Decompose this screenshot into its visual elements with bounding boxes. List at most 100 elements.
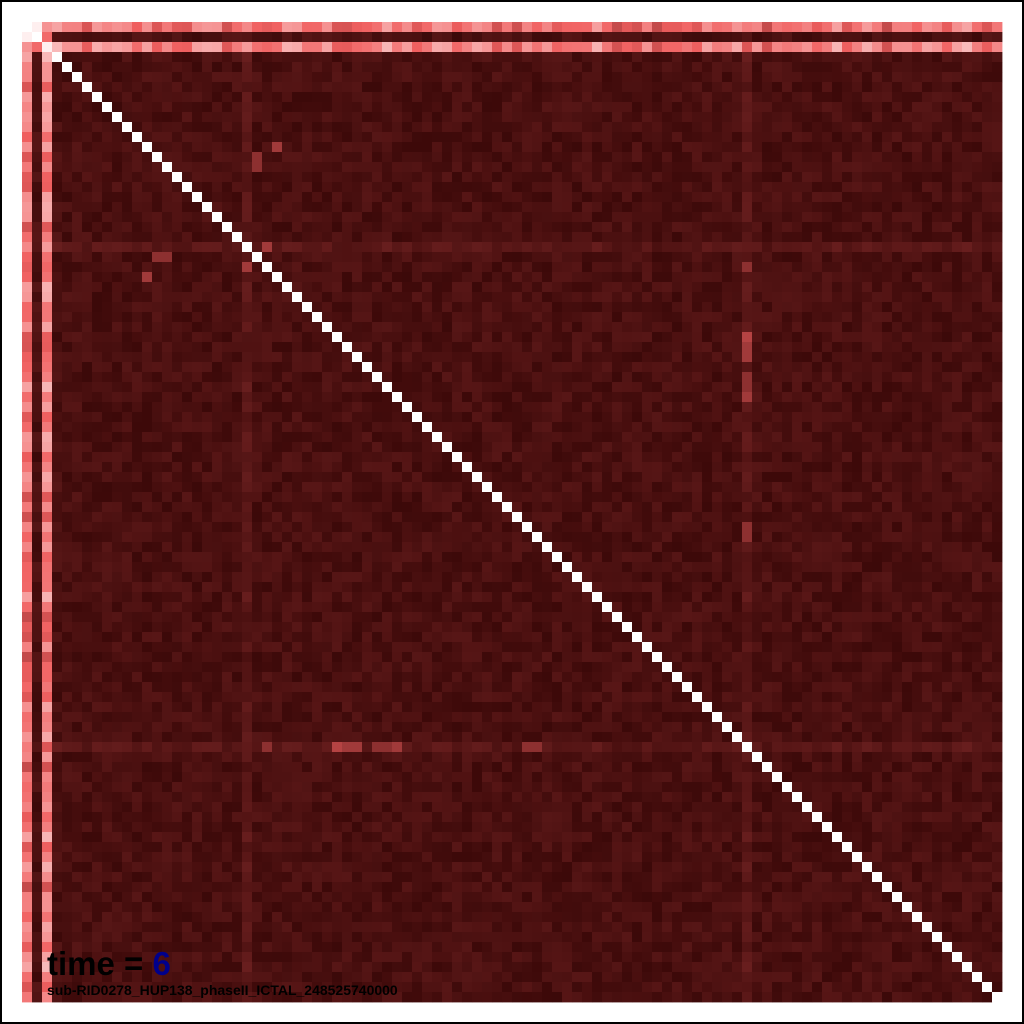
heatmap-cell <box>182 302 193 313</box>
heatmap-cell <box>92 132 103 143</box>
heatmap-cell <box>22 212 33 223</box>
heatmap-cell <box>252 42 263 53</box>
heatmap-cell <box>362 142 373 153</box>
heatmap-cell <box>752 522 763 533</box>
heatmap-cell <box>792 472 803 483</box>
heatmap-cell <box>942 162 953 173</box>
heatmap-cell <box>912 42 923 53</box>
heatmap-cell <box>642 392 653 403</box>
heatmap-cell <box>972 342 983 353</box>
heatmap-cell <box>882 512 893 523</box>
heatmap-cell <box>322 362 333 373</box>
heatmap-cell <box>382 142 393 153</box>
heatmap-cell <box>132 42 143 53</box>
heatmap-cell <box>592 252 603 263</box>
heatmap-cell <box>352 232 363 243</box>
heatmap-cell <box>42 312 53 323</box>
heatmap-cell <box>442 112 453 123</box>
heatmap-cell <box>602 462 613 473</box>
heatmap-cell <box>902 142 913 153</box>
heatmap-cell <box>892 32 903 43</box>
heatmap-cell <box>812 412 823 423</box>
heatmap-cell <box>52 362 63 373</box>
heatmap-cell <box>872 162 883 173</box>
heatmap-cell <box>582 42 593 53</box>
heatmap-cell <box>842 142 853 153</box>
heatmap-cell <box>112 412 123 423</box>
heatmap-cell <box>432 132 443 143</box>
heatmap-cell <box>912 322 923 333</box>
heatmap-cell <box>722 172 733 183</box>
heatmap-cell <box>772 202 783 213</box>
heatmap-cell <box>652 142 663 153</box>
heatmap-cell <box>202 142 213 153</box>
heatmap-cell <box>972 212 983 223</box>
heatmap-cell <box>832 512 843 523</box>
heatmap-cell <box>472 122 483 133</box>
heatmap-cell <box>982 402 993 413</box>
heatmap-cell <box>72 202 83 213</box>
heatmap-cell <box>772 132 783 143</box>
heatmap-cell <box>382 72 393 83</box>
heatmap-cell <box>382 462 393 473</box>
heatmap-cell <box>422 392 433 403</box>
heatmap-cell <box>52 412 63 423</box>
heatmap-cell <box>242 162 253 173</box>
heatmap-cell <box>672 472 683 483</box>
heatmap-cell <box>462 492 473 503</box>
heatmap-cell <box>582 342 593 353</box>
heatmap-cell <box>922 332 933 343</box>
heatmap-cell <box>642 352 653 363</box>
heatmap-cell <box>572 342 583 353</box>
heatmap-cell <box>802 452 813 463</box>
heatmap-cell <box>642 232 653 243</box>
heatmap-cell <box>212 182 223 193</box>
heatmap-cell <box>542 432 553 443</box>
heatmap-cell <box>782 172 793 183</box>
heatmap-cell <box>132 492 143 503</box>
heatmap-cell <box>242 432 253 443</box>
heatmap-cell <box>312 512 323 523</box>
heatmap-cell <box>692 462 703 473</box>
heatmap-cell <box>892 272 903 283</box>
heatmap-cell <box>52 22 63 33</box>
heatmap-cell <box>72 152 83 163</box>
heatmap-cell <box>722 352 733 363</box>
heatmap-cell <box>612 92 623 103</box>
heatmap-cell <box>62 472 73 483</box>
heatmap-cell <box>52 352 63 363</box>
heatmap-cell <box>402 332 413 343</box>
heatmap-cell <box>242 82 253 93</box>
heatmap-cell <box>82 42 93 53</box>
heatmap-cell <box>702 182 713 193</box>
heatmap-cell <box>42 512 53 523</box>
heatmap-cell <box>382 282 393 293</box>
heatmap-cell <box>442 122 453 133</box>
heatmap-cell <box>292 392 303 403</box>
heatmap-cell <box>392 522 403 533</box>
heatmap-cell <box>692 292 703 303</box>
heatmap-cell <box>372 122 383 133</box>
heatmap-cell <box>712 182 723 193</box>
heatmap-cell <box>332 302 343 313</box>
heatmap-cell <box>142 152 153 163</box>
heatmap-cell <box>922 312 933 323</box>
heatmap-cell <box>942 222 953 233</box>
heatmap-cell <box>62 262 73 273</box>
heatmap-cell <box>752 62 763 73</box>
heatmap-cell <box>282 422 293 433</box>
heatmap-cell <box>362 522 373 533</box>
heatmap-cell <box>832 452 843 463</box>
heatmap-cell <box>312 192 323 203</box>
heatmap-cell <box>942 502 953 513</box>
heatmap-cell <box>392 352 403 363</box>
heatmap-diagonal-cell <box>392 392 403 403</box>
heatmap-cell <box>42 132 53 143</box>
heatmap-cell <box>632 502 643 513</box>
heatmap-cell <box>822 462 833 473</box>
heatmap-cell <box>272 422 283 433</box>
heatmap-cell <box>22 292 33 303</box>
heatmap-cell <box>162 52 173 63</box>
heatmap-cell <box>232 292 243 303</box>
heatmap-cell <box>742 452 753 463</box>
